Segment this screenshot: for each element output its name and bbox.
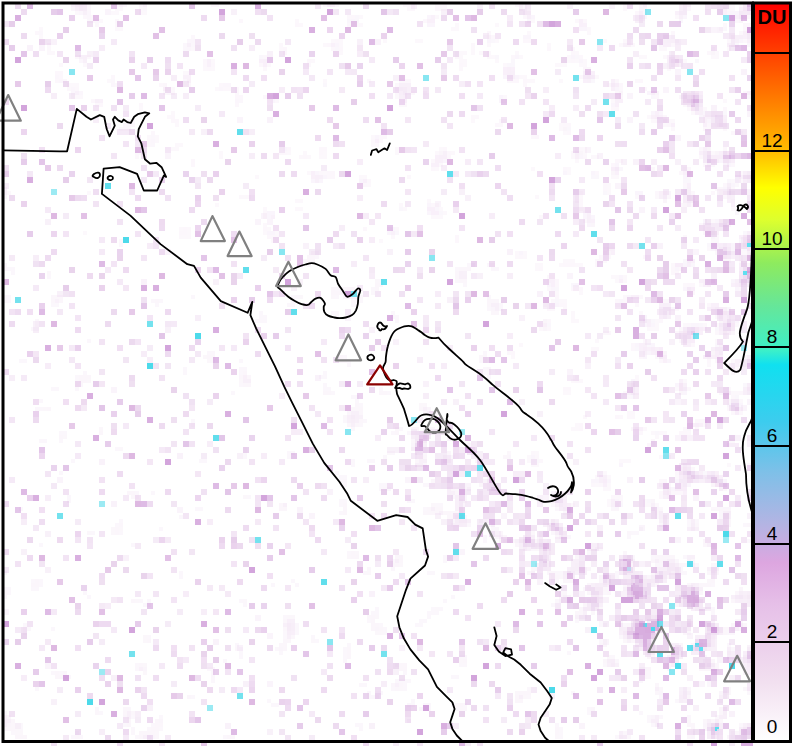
svg-text:8: 8 <box>767 326 778 347</box>
svg-text:4: 4 <box>767 523 778 544</box>
svg-text:2: 2 <box>767 621 778 642</box>
svg-text:DU: DU <box>758 6 787 28</box>
svg-text:12: 12 <box>761 130 782 151</box>
svg-text:0: 0 <box>767 716 778 737</box>
svg-text:10: 10 <box>761 228 782 249</box>
svg-text:6: 6 <box>767 425 778 446</box>
